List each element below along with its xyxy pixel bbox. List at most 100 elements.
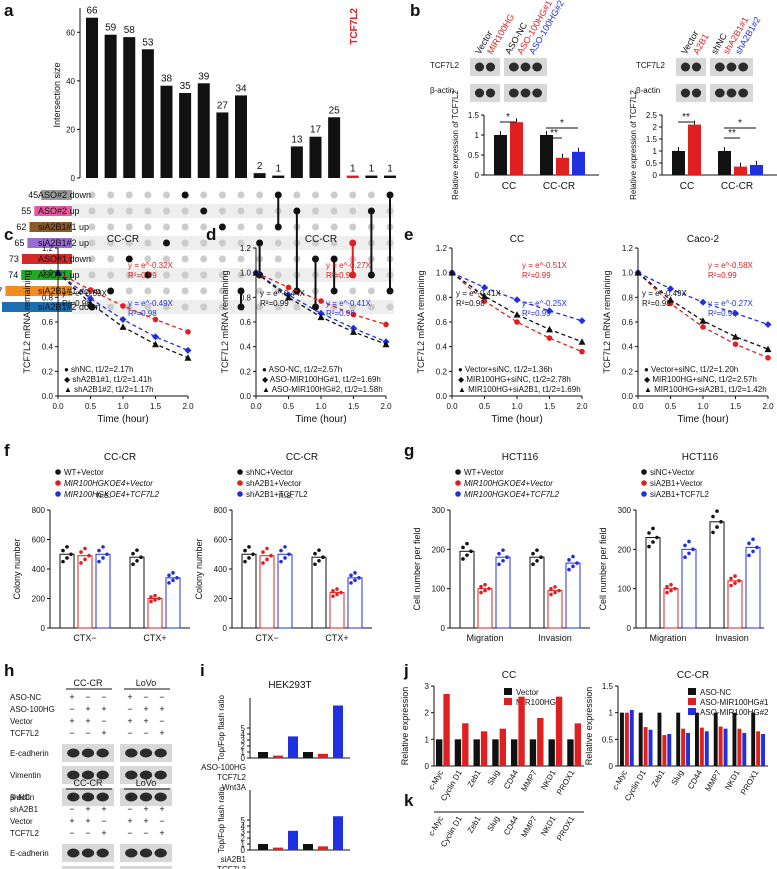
f-left-chart-replicate-dot <box>167 573 171 578</box>
upset-set-label: ASO#2 down <box>38 190 91 200</box>
h-bottom-condition-sign: − <box>85 828 90 838</box>
b-left-chart-group-label: CC-CR <box>543 181 575 192</box>
h-top-band-row-2-band <box>154 748 167 758</box>
f-left-chart-replicate-dot <box>83 546 87 551</box>
g-right-chart-bar <box>645 537 661 629</box>
upset-dot <box>312 207 319 215</box>
f-left-chart-bar <box>129 556 145 629</box>
e-cc-chart-point <box>514 319 520 325</box>
j-cr-chart-gene-label: PROX1 <box>739 768 761 796</box>
upset-dot <box>367 303 375 311</box>
e-cc-chart-y-tick-label: 0.8 <box>436 293 448 302</box>
f-right-chart-replicate-dot <box>349 581 353 585</box>
f-right-chart-replicate-dot <box>243 548 247 553</box>
h-top-condition-sign: − <box>69 728 74 738</box>
e-caco-chart-legend-entry: ▲ MIR100HG+siA2B1, t1/2=1.42h <box>644 385 767 394</box>
j-cc-chart-bar <box>473 739 480 766</box>
f-left-chart-legend-entry: MIR100HGKOE4+TCF7L2 <box>64 490 159 499</box>
c-chart-point <box>152 316 159 323</box>
h-bottom-condition-label: shNC <box>10 793 30 802</box>
upset-set-bar <box>41 190 72 200</box>
b-right-blot-actin2-band <box>714 88 725 98</box>
g-left-chart-legend-entry: MIR100HGKOE4+TCF7L2 <box>464 490 559 499</box>
e-caco-chart-x-tick-label: 0.5 <box>665 402 677 411</box>
upset-dot <box>163 191 170 199</box>
j-cr-chart-bar <box>657 712 662 766</box>
j-cc-chart-gene-label: PROX1 <box>555 768 577 796</box>
h-bottom-band-label: E-cadherin <box>10 849 49 858</box>
upset-dot <box>107 239 115 247</box>
b-left-chart-ylabel: Relative expression of TCF7L2 <box>451 90 460 200</box>
e-caco-chart-y-tick-label: 0.0 <box>622 392 634 401</box>
g-right-chart-bar <box>709 521 725 629</box>
upset-y-tick-label: 20 <box>66 125 75 134</box>
j-cc-chart-gene-label: c-Myc <box>427 769 445 792</box>
g-left-chart-replicate-dot <box>531 551 535 556</box>
b-right-chart-bar <box>672 151 685 175</box>
f-right-chart-y-tick-label: 200 <box>214 595 228 604</box>
k-placeholder-gene-label: NKD1 <box>539 814 558 837</box>
upset-dot <box>218 223 226 231</box>
b-left-blot-actin2-band <box>508 88 519 98</box>
upset-dot <box>163 239 170 247</box>
j-cr-chart-bar <box>732 712 737 766</box>
d-chart-point <box>350 311 357 318</box>
upset-dot <box>367 287 375 295</box>
e-cc-chart-x-tick-label: 1.5 <box>544 402 556 411</box>
upset-bar <box>141 49 154 179</box>
j-cr-chart-legend-entry: ASO-MIR100HG#1 <box>700 698 769 707</box>
f-left-chart-y-tick-label: 400 <box>32 565 46 574</box>
h-bottom-band-row-band <box>67 848 80 858</box>
g-right-chart-replicate-dot <box>751 537 755 542</box>
j-cr-chart-bar <box>667 734 672 766</box>
upset-dot <box>200 223 208 231</box>
upset-dot <box>274 239 282 247</box>
f-right-chart-replicate-dot <box>313 562 317 567</box>
g-left-chart-replicate-dot <box>549 592 553 597</box>
upset-dot <box>88 223 96 231</box>
f-left-chart-replicate-dot <box>149 595 153 599</box>
upset-dot <box>256 191 264 199</box>
h-top-col-title: LoVo <box>136 678 157 688</box>
j-cr-chart-gene-label: NKD1 <box>723 768 742 791</box>
upset-dot <box>163 207 170 215</box>
c-chart-legend-entry: ● shNC, t1/2=2.17h <box>64 365 134 374</box>
f-left-chart-replicate-dot <box>135 558 139 563</box>
i-bottom-chart-bar <box>273 847 283 850</box>
g-right-chart-title: HCT116 <box>682 452 719 463</box>
j-cc-chart-bar <box>548 739 555 766</box>
upset-dot <box>107 255 115 263</box>
e-cc-chart-equation: y = e^-0.41X <box>456 289 502 298</box>
b-right-chart-bar <box>718 151 731 175</box>
j-cc-chart-bar <box>454 739 462 766</box>
g-right-chart-replicate-dot <box>669 582 673 587</box>
d-chart-legend-entry: ● ASO-NC, t1/2=2.57h <box>262 365 342 374</box>
upset-dot <box>312 239 319 247</box>
upset-bar <box>309 136 322 178</box>
c-chart-equation: y = e^-0.32X <box>128 261 174 270</box>
j-cc-chart-bar <box>518 696 525 766</box>
e-caco-chart-equation: y = e^-0.58X <box>708 261 754 270</box>
upset-dot <box>144 223 152 231</box>
e-caco-chart-x-tick-label: 1.0 <box>697 402 709 411</box>
b-right-blot-actin-strip <box>676 84 706 102</box>
b-left-blot-tcf-band <box>485 62 496 72</box>
j-cc-chart-bar <box>529 739 537 766</box>
j-cc-chart-gene-label: Zeb1 <box>466 768 483 789</box>
b-right-chart-group-label: CC <box>680 181 694 192</box>
j-cc-chart-bar <box>537 718 544 766</box>
upset-dot <box>163 303 170 311</box>
f-right-chart-legend-entry: shA2B1+Vector <box>246 479 302 488</box>
g-right-chart-replicate-dot <box>651 540 655 544</box>
b-left-chart-sig-star: * <box>506 112 510 123</box>
upset-set-bar <box>29 222 72 232</box>
upset-set-bar <box>2 302 72 312</box>
j-cc-chart-legend-swatch <box>504 688 512 695</box>
upset-bar-label: 59 <box>105 23 117 34</box>
d-chart-x-tick-label: 1.0 <box>315 402 327 411</box>
c-chart-y-tick-label: 1.0 <box>42 269 54 278</box>
f-left-chart-replicate-dot <box>153 598 157 602</box>
f-left-chart-replicate-dot <box>79 550 83 554</box>
c-chart-point <box>119 316 127 324</box>
g-right-chart-legend-entry: siA2B1+Vector <box>650 479 703 488</box>
